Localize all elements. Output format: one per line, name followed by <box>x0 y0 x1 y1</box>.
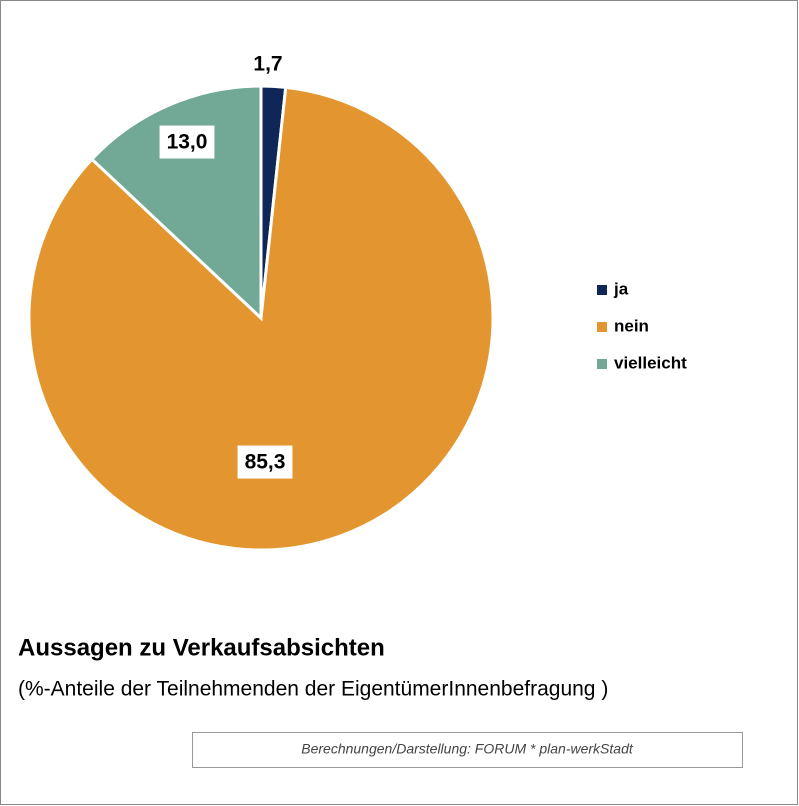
legend-label: nein <box>614 316 649 335</box>
legend-label: vielleicht <box>614 353 687 372</box>
data-label: 1,7 <box>253 53 282 76</box>
chart-title: Aussagen zu Verkaufsabsichten <box>18 634 385 661</box>
legend-swatch <box>597 285 607 295</box>
legend-label: ja <box>613 279 629 298</box>
source-note: Berechnungen/Darstellung: FORUM * plan-w… <box>301 741 634 757</box>
data-label-box <box>237 445 293 479</box>
data-label-box <box>159 125 215 159</box>
legend-swatch <box>597 322 607 332</box>
pie-slice <box>89 84 263 322</box>
chart-subtitle: (%-Anteile der Teilnehmenden der Eigentü… <box>18 678 608 701</box>
source-box <box>192 732 743 768</box>
legend-swatch <box>597 359 607 369</box>
data-label: 13,0 <box>167 131 208 154</box>
data-label: 85,3 <box>245 451 286 474</box>
pie <box>27 84 495 552</box>
